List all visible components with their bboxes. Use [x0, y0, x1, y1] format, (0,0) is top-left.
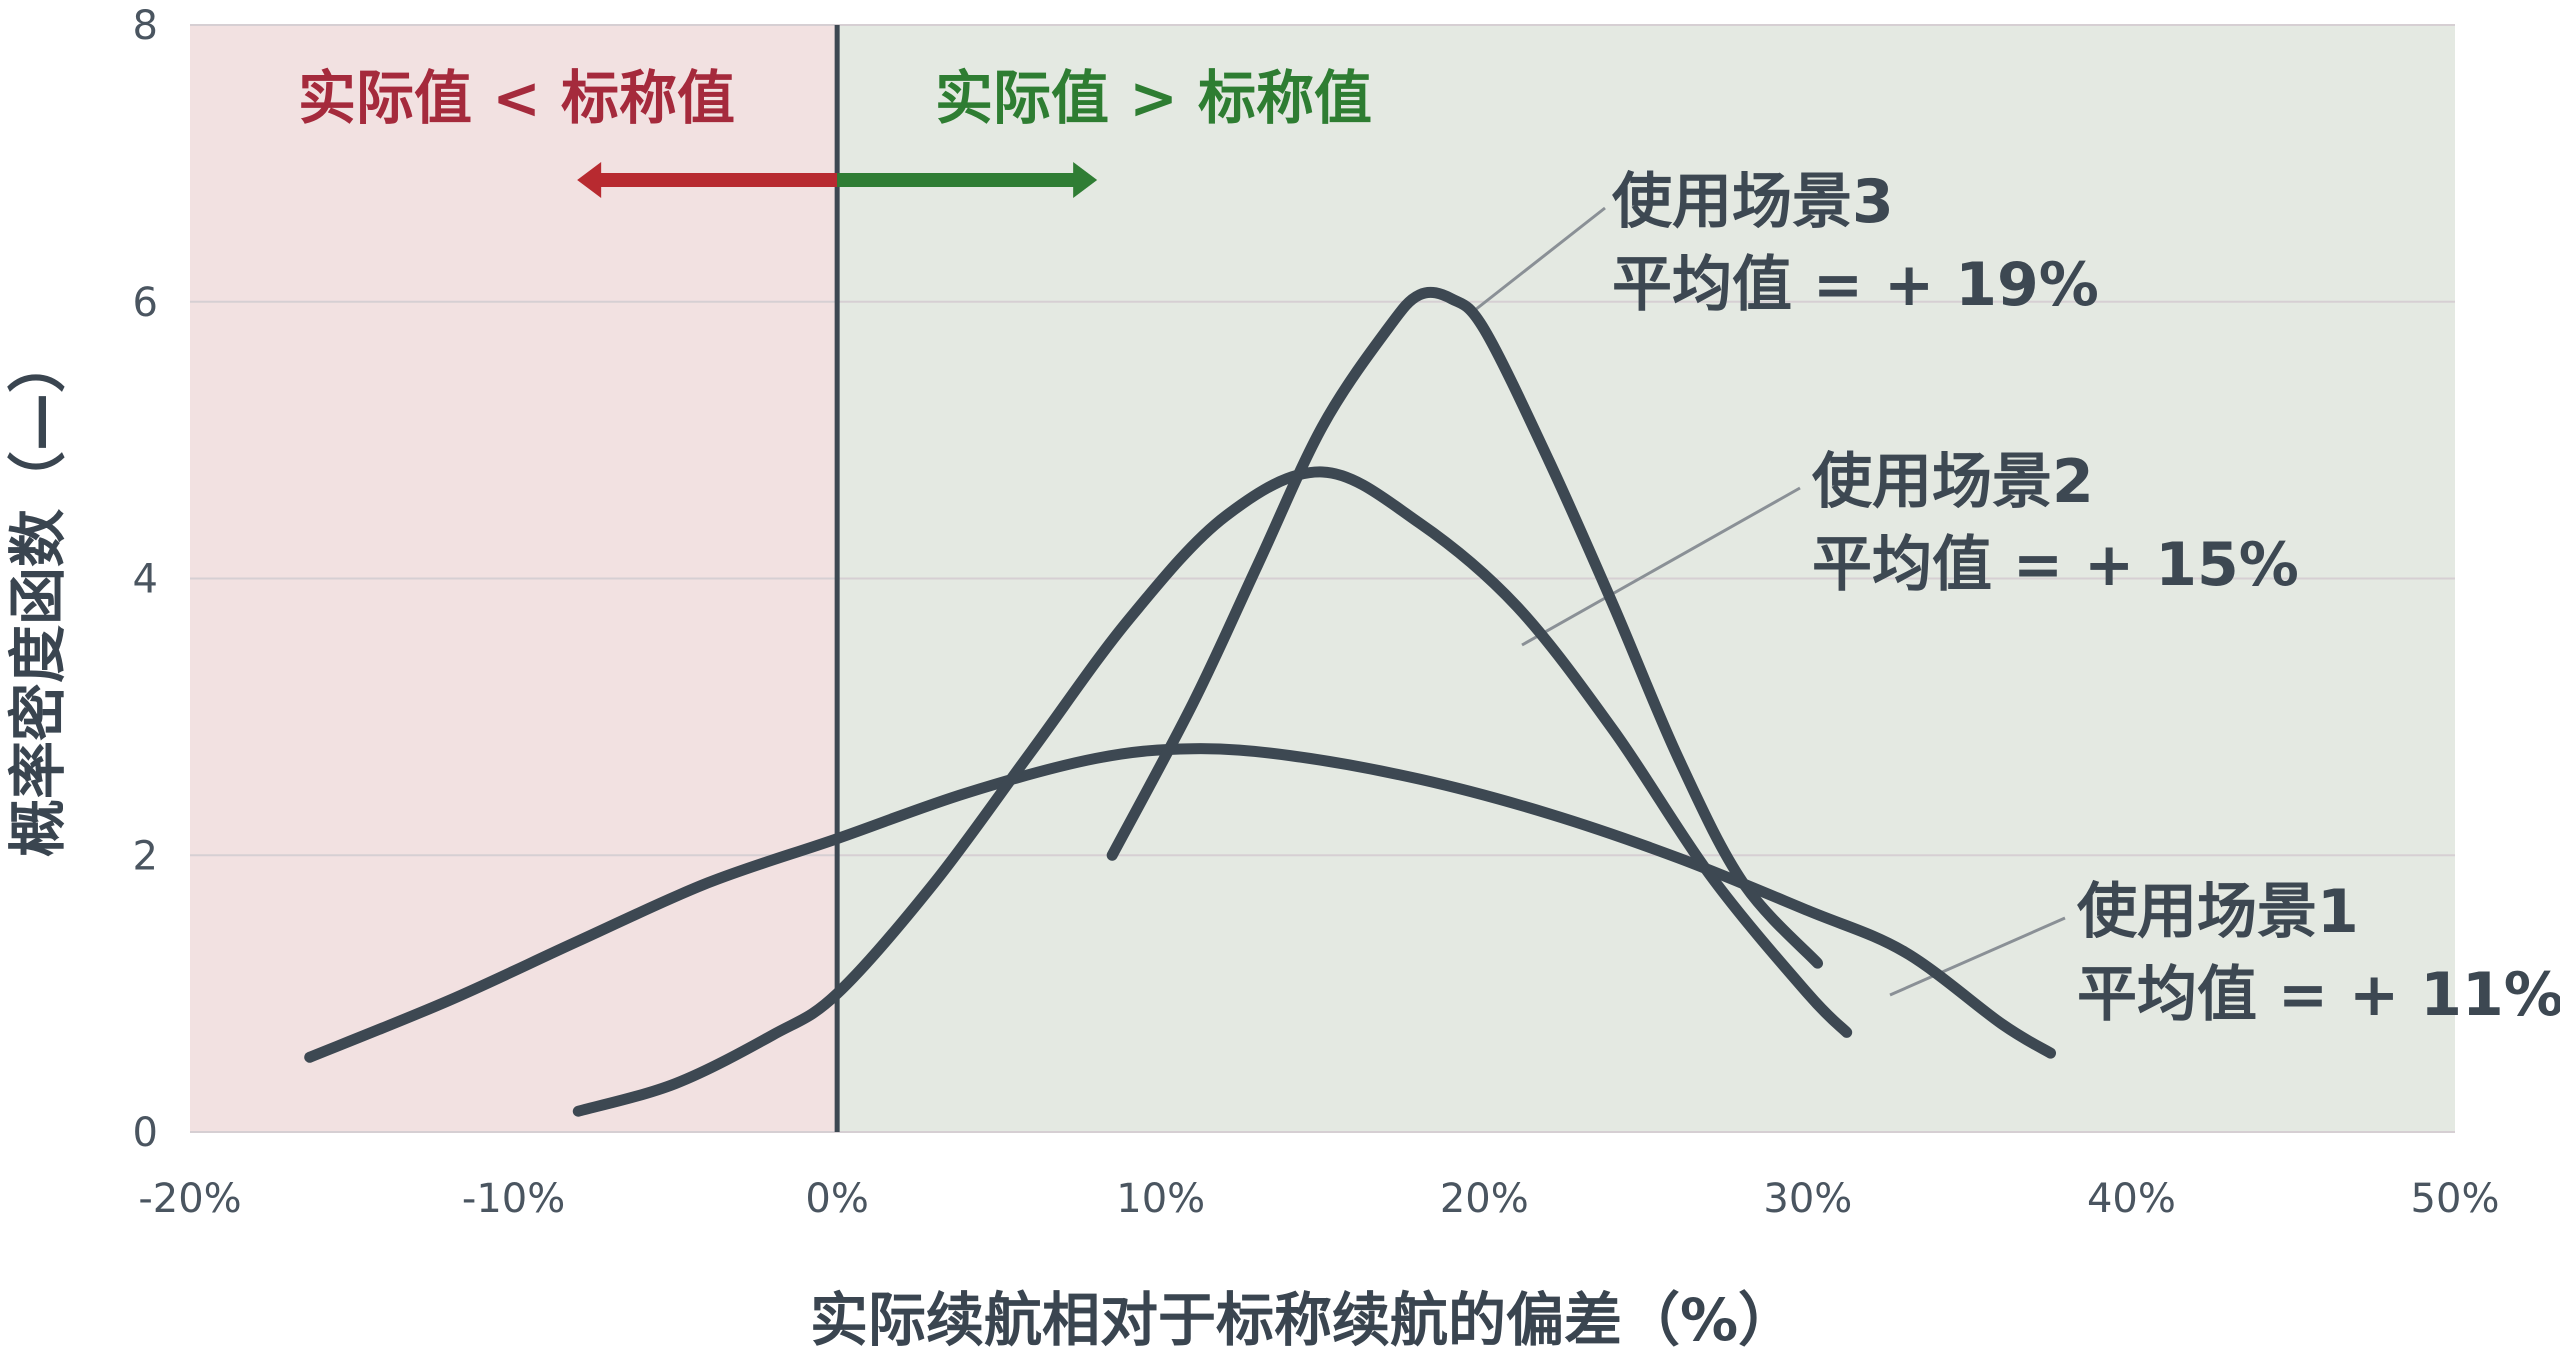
x-tick-label: 30% — [1763, 1176, 1852, 1222]
x-tick-label: -10% — [462, 1176, 565, 1222]
region-label-0: 实际值 < 标称值 — [298, 64, 735, 132]
leader-line-使用场景2 — [1521, 486, 1801, 647]
series-annotations: 使用场景3 平均值 = + 19% 使用场景2 平均值 = + 15% 使用场景1 平均值… — [1612, 167, 2560, 1030]
annotation-title: 使用场景3 — [1612, 167, 1894, 237]
curve-series-1 — [304, 743, 2057, 1063]
y-axis-title: 概率密度函数（—） — [4, 335, 72, 857]
annotation-title: 使用场景1 — [2077, 877, 2359, 947]
x-axis-title: 实际续航相对于标称续航的偏差（%） — [810, 1286, 1796, 1354]
annotation-title: 使用场景2 — [1812, 447, 2094, 517]
x-tick-label: 10% — [1116, 1176, 1205, 1222]
curve-series-3 — [1106, 286, 1824, 969]
density-curves — [304, 286, 2057, 1117]
x-tick-labels: -20% -10% 0% 10% 20% 30% 40% 50% — [138, 1176, 2499, 1222]
x-tick-label: 0% — [805, 1176, 868, 1222]
x-tick-label: -20% — [138, 1176, 241, 1222]
x-tick-label: 40% — [2087, 1176, 2176, 1222]
x-tick-label: 50% — [2411, 1176, 2500, 1222]
region-labels: 实际值 < 标称值 实际值 > 标称值 — [298, 64, 1372, 132]
leader-line-使用场景1 — [1889, 916, 2066, 997]
curve-series-2 — [572, 466, 1853, 1117]
annotation-mean: 平均值 = + 19% — [1612, 250, 2099, 320]
annotation-leader-lines — [1474, 206, 2066, 997]
leader-line-使用场景3 — [1474, 206, 1606, 312]
direction-arrows — [577, 162, 1098, 198]
y-tick-labels: 0 2 4 6 8 — [133, 3, 158, 1156]
arrow-head-left — [577, 162, 602, 198]
y-tick-label: 2 — [133, 833, 158, 879]
y-tick-label: 8 — [133, 3, 158, 49]
y-tick-label: 4 — [133, 557, 158, 603]
x-tick-label: 20% — [1440, 1176, 1529, 1222]
annotation-mean: 平均值 = + 11% — [2077, 960, 2560, 1030]
region-label-1: 实际值 > 标称值 — [935, 64, 1372, 132]
grid-lines — [190, 24, 2455, 1133]
annotation-mean: 平均值 = + 15% — [1812, 530, 2299, 600]
y-tick-label: 6 — [133, 280, 158, 326]
y-tick-label: 0 — [133, 1110, 158, 1156]
arrow-head-right — [1073, 162, 1098, 198]
